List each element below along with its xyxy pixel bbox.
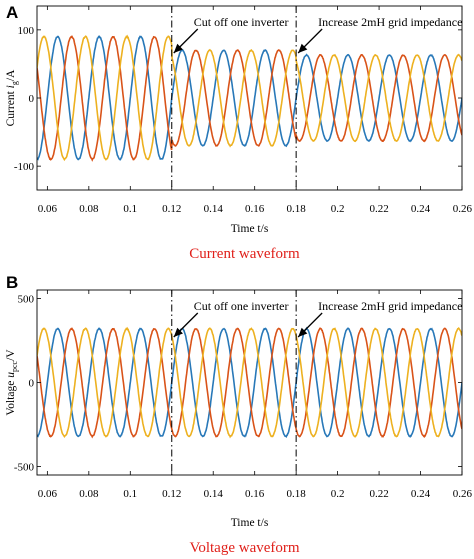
x-tick-label: 0.14 — [204, 203, 224, 215]
chart-panel-b: B 0.06 0.08 0.1 0.12 0.14 0.16 0.18 0.2 0.22 0.24 0… — [5, 273, 473, 556]
x-tick-label: 0.24 — [411, 488, 431, 500]
panel-caption: Current waveform — [189, 246, 300, 262]
arrow-head — [298, 43, 308, 53]
x-tick-label: 0.08 — [79, 203, 99, 215]
x-tick-label: 0.22 — [369, 488, 388, 500]
plot-frame — [36, 5, 463, 191]
series-line — [37, 34, 462, 162]
event-annotation: Increase 2mH grid impedance — [318, 15, 462, 29]
y-axis-label: Current ig/A — [5, 69, 19, 126]
waveforms — [37, 326, 462, 439]
x-tick-label: 0.12 — [162, 488, 181, 500]
x-tick-label: 0.18 — [287, 488, 307, 500]
y-tick-label: -100 — [14, 161, 35, 173]
y-tick-label: 500 — [18, 293, 35, 305]
series-line — [37, 34, 462, 162]
series-line — [37, 326, 462, 439]
x-tick-label: 0.14 — [204, 488, 224, 500]
arrow-head — [298, 327, 308, 337]
y-tick-label: 0 — [29, 93, 35, 105]
x-axis-label: Time t/s — [231, 223, 269, 235]
x-tick-label: 0.24 — [411, 203, 431, 215]
series-line — [37, 326, 462, 439]
y-tick-label: 0 — [29, 378, 35, 390]
x-tick-label: 0.1 — [123, 488, 137, 500]
event-annotation: Increase 2mH grid impedance — [318, 299, 462, 313]
x-tick-label: 0.2 — [331, 488, 345, 500]
x-tick-label: 0.06 — [38, 203, 58, 215]
x-tick-label: 0.06 — [38, 488, 58, 500]
x-tick-label: 0.2 — [331, 203, 345, 215]
x-tick-label: 0.26 — [453, 203, 473, 215]
plot-frame — [36, 289, 463, 476]
event-annotation: Cut off one inverter — [194, 299, 289, 313]
x-tick-label: 0.16 — [245, 203, 265, 215]
arrow-head — [173, 327, 183, 337]
series-line — [37, 327, 462, 439]
y-tick-label: -500 — [14, 462, 35, 474]
series-line — [37, 35, 462, 161]
x-tick-label: 0.18 — [287, 203, 307, 215]
event-annotation: Cut off one inverter — [194, 15, 289, 29]
y-tick-label: 100 — [18, 25, 35, 37]
arrow-head — [173, 43, 183, 53]
x-tick-label: 0.1 — [123, 203, 137, 215]
x-axis-label: Time t/s — [231, 517, 269, 529]
y-axis-label: Voltage upcc/V — [5, 349, 19, 416]
panel-caption: Voltage waveform — [189, 540, 299, 556]
panel-letter: A — [6, 3, 18, 22]
panel-letter: B — [6, 273, 18, 292]
x-tick-label: 0.22 — [369, 203, 388, 215]
x-tick-label: 0.12 — [162, 203, 181, 215]
x-tick-label: 0.26 — [453, 488, 473, 500]
waveforms — [37, 34, 462, 162]
x-tick-label: 0.16 — [245, 488, 265, 500]
x-tick-label: 0.08 — [79, 488, 99, 500]
chart-panel-a: A 0.06 0.08 0.1 0.12 0.14 0.16 0.18 0.2 0.22 0.24 0… — [5, 3, 473, 262]
